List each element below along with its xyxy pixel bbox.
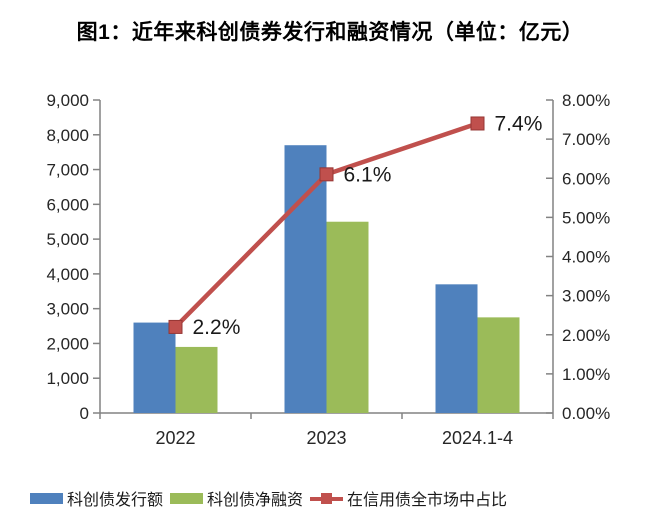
left-axis-tick-label: 8,000 xyxy=(46,126,89,145)
legend-item-net-financing: 科创债净融资 xyxy=(170,486,303,510)
legend-swatch-blue-bar xyxy=(30,492,63,504)
right-axis-tick-label: 1.00% xyxy=(562,365,610,384)
line-point-label: 2.2% xyxy=(193,316,241,339)
right-axis-tick-label: 4.00% xyxy=(562,248,610,267)
right-axis-tick-label: 5.00% xyxy=(562,208,610,227)
bar-series1-2022 xyxy=(175,346,218,413)
legend-label-net-financing: 科创债净融资 xyxy=(207,492,304,509)
legend-label-issuance: 科创债发行额 xyxy=(67,492,164,509)
line-point-label: 7.4% xyxy=(495,112,543,135)
x-axis-category-label: 2022 xyxy=(155,428,195,448)
chart-legend: 科创债发行额 科创债净融资 在信用债全市场中占比 xyxy=(30,486,507,510)
left-axis-tick-label: 0 xyxy=(80,404,89,423)
legend-swatch-red-line-marker xyxy=(310,492,344,505)
left-axis-tick-label: 3,000 xyxy=(46,300,89,319)
line-marker xyxy=(319,167,334,182)
left-axis-tick-label: 9,000 xyxy=(46,91,89,110)
line-marker xyxy=(168,319,183,334)
left-axis-tick-label: 7,000 xyxy=(46,161,89,180)
left-axis-tick-label: 6,000 xyxy=(46,195,89,214)
right-axis-tick-label: 8.00% xyxy=(562,91,610,110)
legend-square-marker-icon xyxy=(321,492,333,504)
line-marker xyxy=(470,116,485,131)
left-axis-tick-label: 4,000 xyxy=(46,265,89,284)
legend-item-issuance: 科创债发行额 xyxy=(30,486,163,510)
legend-item-market-share: 在信用债全市场中占比 xyxy=(310,486,507,510)
line-point-label: 6.1% xyxy=(344,163,392,186)
legend-label-market-share: 在信用债全市场中占比 xyxy=(347,492,508,509)
left-axis-tick-label: 2,000 xyxy=(46,334,89,353)
bar-series0-2022 xyxy=(133,322,176,413)
legend-swatch-green-bar xyxy=(170,492,204,504)
bar-series1-2024.1-4 xyxy=(477,317,520,413)
chart-title: 图1：近年来科创债券发行和融资情况（单位：亿元） xyxy=(76,21,584,44)
x-axis-category-label: 2023 xyxy=(306,428,346,448)
left-axis-tick-label: 1,000 xyxy=(46,369,89,388)
x-axis-category-label: 2024.1-4 xyxy=(442,428,513,448)
right-axis-tick-label: 0.00% xyxy=(562,404,610,423)
left-axis-tick-label: 5,000 xyxy=(46,230,89,249)
bar-series0-2024.1-4 xyxy=(435,284,478,413)
right-axis-tick-label: 2.00% xyxy=(562,326,610,345)
right-axis-tick-label: 3.00% xyxy=(562,287,610,306)
right-axis-tick-label: 6.00% xyxy=(562,169,610,188)
bar-series0-2023 xyxy=(284,145,327,413)
right-axis-tick-label: 7.00% xyxy=(562,130,610,149)
bar-series1-2023 xyxy=(326,221,369,413)
